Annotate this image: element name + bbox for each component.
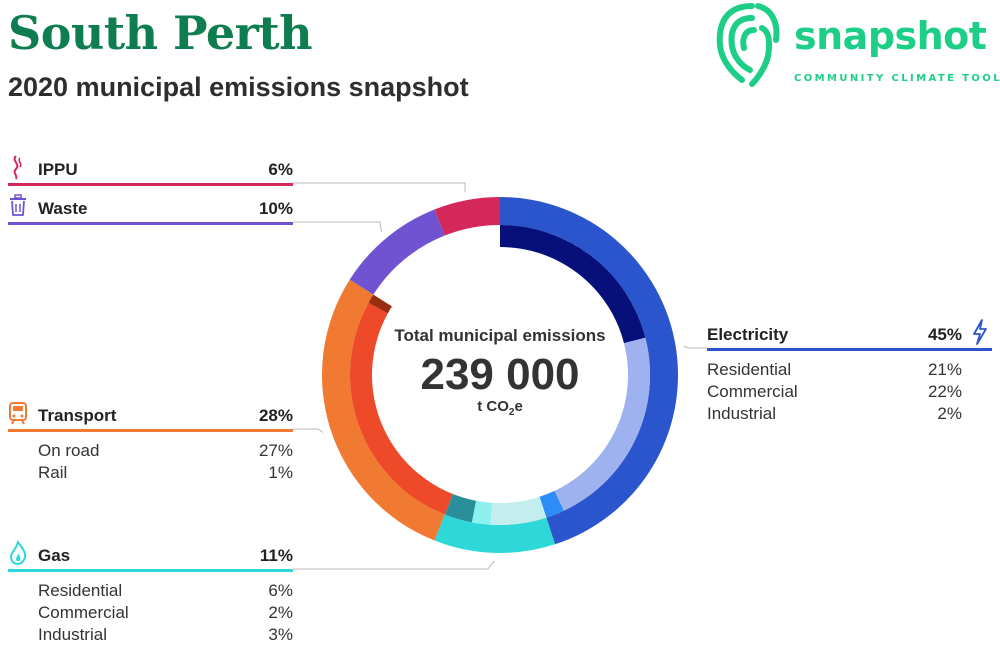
- total-value: 239 000: [420, 350, 580, 399]
- waste-percent: 10%: [258, 199, 293, 218]
- total-unit: t CO2e: [477, 398, 523, 418]
- slice-transport: [321, 279, 445, 541]
- trash-bin-icon: [10, 194, 26, 216]
- leader-line-waste: [293, 221, 382, 232]
- slice-gas: [434, 514, 556, 553]
- transport-label: Transport: [38, 406, 117, 425]
- smoke-icon: [13, 155, 22, 180]
- slice-ippu: [434, 197, 500, 236]
- subslice-gas-industrial: [444, 494, 477, 523]
- snapshot-logo: snapshot COMMUNITY CLIMATE TOOL: [712, 0, 1000, 92]
- subslice-electricity-industrial: [539, 490, 564, 518]
- gas-percent: 11%: [259, 546, 293, 565]
- leader-lines: [293, 182, 707, 570]
- gas-item-industrial: Industrial 3%: [38, 625, 293, 644]
- transport-rule: [8, 429, 293, 432]
- subslice-electricity-commercial: [554, 337, 650, 511]
- fingerprint-logo-icon: [716, 3, 780, 87]
- waste-rule: [8, 222, 293, 225]
- electricity-item-commercial: Commercial 22%: [707, 382, 962, 401]
- gas-label: Gas: [38, 546, 71, 565]
- subslice-transport-rail: [368, 294, 392, 314]
- logo-wordmark: snapshot: [794, 14, 987, 58]
- category-electricity: Electricity 45% Residential 21% Commercia…: [707, 319, 992, 423]
- leader-line-electricity: [683, 345, 707, 349]
- gas-item-commercial: Commercial 2%: [38, 603, 293, 622]
- subslice-gas-residential: [490, 496, 547, 525]
- ippu-percent: 6%: [268, 160, 293, 179]
- gas-item-residential: Residential 6%: [38, 581, 293, 600]
- transport-item-on-road: On road 27%: [38, 441, 293, 460]
- slice-electricity: [500, 197, 679, 545]
- waste-label: Waste: [38, 199, 88, 218]
- electricity-label: Electricity: [707, 325, 789, 344]
- electricity-percent: 45%: [927, 325, 962, 344]
- subslice-transport-on-road: [349, 302, 453, 515]
- page-title: South Perth: [8, 6, 313, 60]
- inner-ring: [349, 225, 650, 525]
- subslice-gas-commercial: [471, 500, 492, 525]
- ippu-label: IPPU: [38, 160, 78, 179]
- electricity-item-residential: Residential 21%: [707, 360, 962, 379]
- electricity-item-industrial: Industrial 2%: [707, 404, 962, 423]
- page-subtitle: 2020 municipal emissions snapshot: [8, 72, 469, 102]
- electricity-rule: [707, 348, 992, 351]
- leader-line-transport: [293, 428, 324, 433]
- lightning-icon: [973, 319, 987, 345]
- train-icon: [9, 402, 27, 425]
- subslice-electricity-residential: [500, 225, 646, 344]
- category-transport: Transport 28% On road 27% Rail 1%: [8, 402, 293, 482]
- leader-line-gas: [293, 560, 495, 570]
- center-label: Total municipal emissions: [394, 326, 606, 345]
- logo-tagline: COMMUNITY CLIMATE TOOL: [794, 73, 1000, 84]
- chart-center: Total municipal emissions 239 000 t CO2e: [380, 326, 620, 418]
- slice-waste: [349, 209, 445, 295]
- ippu-rule: [8, 183, 293, 186]
- flame-icon: [9, 540, 27, 566]
- gas-rule: [8, 569, 293, 572]
- category-ippu: IPPU 6%: [8, 155, 293, 186]
- category-waste: Waste 10%: [8, 194, 293, 225]
- transport-percent: 28%: [258, 406, 293, 425]
- leader-line-ippu: [293, 182, 466, 193]
- outer-ring: [321, 197, 679, 553]
- transport-item-rail: Rail 1%: [38, 463, 293, 482]
- category-gas: Gas 11% Residential 6% Commercial 2% Indus…: [8, 540, 293, 644]
